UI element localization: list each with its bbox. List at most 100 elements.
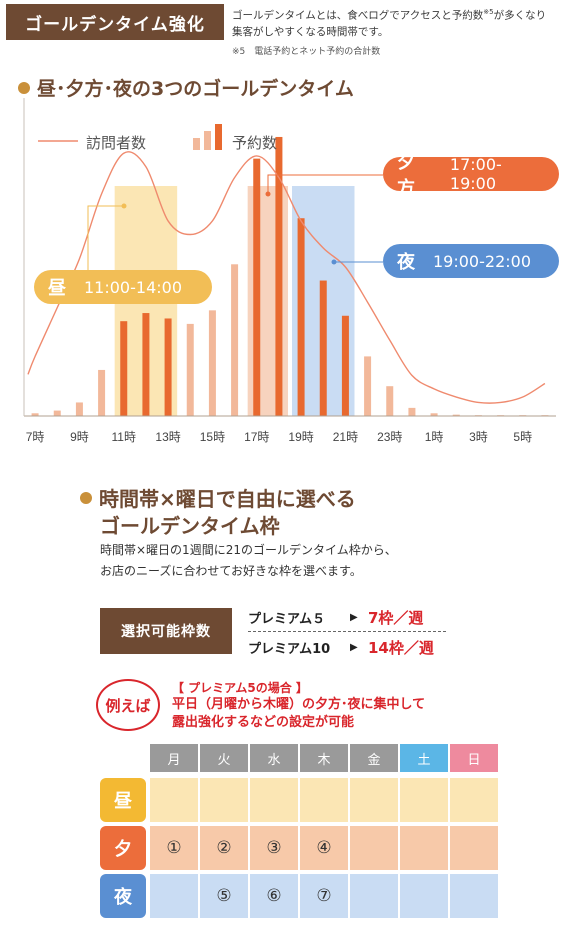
tick-label: 21時	[333, 430, 358, 444]
bar-18時	[275, 136, 283, 417]
tick-label: 15時	[200, 430, 225, 444]
slot-cell	[450, 778, 500, 822]
callout-hiru-time: 11:00-14:00	[84, 277, 182, 297]
bar-7時	[31, 413, 39, 416]
callout-hiru-name: 昼	[48, 278, 66, 299]
schedule-row-hiru	[150, 778, 500, 822]
day-wed: 水	[250, 744, 300, 772]
bar-11時	[120, 321, 128, 416]
callout-yugata-time: 17:00-19:00	[449, 155, 502, 193]
chart-legend: 訪問者数 予約数	[38, 124, 277, 152]
callout-yoru-time: 19:00-22:00	[433, 251, 531, 271]
legend-bar-swatch-2	[204, 131, 211, 150]
legend-bar-swatch-1	[193, 138, 200, 150]
row-label-yoru: 夜	[100, 874, 146, 918]
schedule-row-yugata: ① ② ③ ④	[150, 826, 500, 870]
bar-21時	[341, 315, 349, 416]
slot-cell	[450, 826, 500, 870]
section1-title-text: 昼･夕方･夜の3つのゴールデンタイム	[37, 78, 354, 100]
tick-label: 1時	[425, 430, 444, 444]
day-tue: 火	[200, 744, 250, 772]
legend-bar-swatch-3	[215, 124, 222, 150]
callout-hiru: 昼 11:00-14:00	[34, 270, 212, 304]
slot-cell: ②	[200, 826, 250, 870]
row-label-hiru: 昼	[100, 778, 146, 822]
plan-name: プレミアム10	[248, 641, 331, 657]
yoru-connector-dot	[331, 259, 337, 265]
slot-cell	[350, 778, 400, 822]
slot-cell: ⑤	[200, 874, 250, 918]
plan-name: プレミアム５	[248, 611, 326, 627]
slot-cell	[450, 874, 500, 918]
section2-desc-line1: 時間帯×曜日の1週間に21のゴールデンタイム枠から、	[100, 543, 397, 557]
bar-14時	[186, 323, 194, 416]
slot-cell	[300, 778, 350, 822]
callout-yugata-name: 夕方	[397, 152, 415, 199]
example-title: 【 プレミアム5の場合 】	[172, 681, 308, 695]
slot-cell	[200, 778, 250, 822]
tick-label: 9時	[70, 430, 89, 444]
desc-line1: ゴールデンタイムとは、食べログでアクセスと予約数	[232, 9, 484, 22]
tick-label: 5時	[513, 430, 532, 444]
example-text: 平日（月曜から木曜）の夕方･夜に集中して 露出強化するなどの設定が可能	[172, 696, 492, 732]
bar-23時	[386, 386, 394, 416]
legend-line-label: 訪問者数	[86, 135, 146, 152]
tick-label: 19時	[288, 430, 313, 444]
section2-desc-line2: お店のニーズに合わせてお好きな枠を選べます。	[100, 564, 362, 578]
triangle-right-icon: ▶	[350, 641, 358, 653]
row-label-yugata: 夕	[100, 826, 146, 870]
bar-17時	[253, 158, 261, 417]
callout-yoru: 夜 19:00-22:00	[383, 244, 559, 278]
tick-label: 13時	[155, 430, 180, 444]
yugata-connector-dot	[265, 191, 271, 197]
x-tick-labels: 7時 9時 11時 13時 15時 17時 19時 21時 23時 1時 3時 5時	[26, 430, 532, 444]
slot-cell: ③	[250, 826, 300, 870]
day-sat: 土	[400, 744, 450, 772]
bar-15時	[208, 310, 216, 416]
bar-10時	[98, 369, 106, 416]
tick-label: 17時	[244, 430, 269, 444]
callout-yoru-name: 夜	[397, 252, 415, 273]
tick-label: 3時	[469, 430, 488, 444]
slot-cell	[400, 826, 450, 870]
slot-cell	[400, 874, 450, 918]
desc-line1b: が多くなり	[493, 9, 547, 22]
example-line2: 露出強化するなどの設定が可能	[172, 715, 355, 730]
bullet-dot-icon	[18, 81, 30, 94]
section2-title-line2: ゴールデンタイム枠	[100, 514, 280, 538]
bar-12時	[142, 313, 150, 416]
bar-9時	[75, 402, 83, 416]
example-badge: 例えば	[96, 679, 160, 731]
day-thu: 木	[300, 744, 350, 772]
tick-label: 7時	[26, 430, 45, 444]
callout-yugata: 夕方 17:00-19:00	[383, 152, 559, 199]
slot-cell	[400, 778, 450, 822]
header-note: ※5 電話予約とネット予約の合計数	[232, 47, 381, 57]
golden-time-chart: 7時 9時 11時 13時 15時 17時 19時 21時 23時 1時 3時 5時 訪問者数 予約数	[23, 98, 556, 444]
slot-cell: ⑥	[250, 874, 300, 918]
header-description: ゴールデンタイムとは、食べログでアクセスと予約数※5が多くなり 集客がしやすくな…	[232, 4, 584, 40]
slot-cell	[150, 778, 200, 822]
plan-value: 7枠／週	[368, 608, 424, 627]
select-label: 選択可能枠数	[100, 608, 232, 654]
plan-row-premium5: プレミアム５ ▶ 7枠／週	[248, 606, 458, 628]
callout-connectors	[87, 174, 383, 286]
tick-label: 11時	[112, 430, 136, 444]
bar-19時	[297, 218, 305, 416]
schedule-row-yoru: ⑤ ⑥ ⑦	[150, 874, 500, 918]
hiru-connector	[87, 205, 124, 286]
day-mon: 月	[150, 744, 200, 772]
plan-value: 14枠／週	[368, 638, 434, 657]
example-line1: 平日（月曜から木曜）の夕方･夜に集中して	[172, 697, 426, 712]
bar-2時	[452, 414, 460, 416]
section1-title: 昼･夕方･夜の3つのゴールデンタイム	[18, 74, 354, 101]
section2-description: 時間帯×曜日の1週間に21のゴールデンタイム枠から、 お店のニーズに合わせてお好…	[100, 540, 397, 582]
hiru-connector-dot	[121, 203, 127, 209]
slot-cell	[350, 874, 400, 918]
section2-title-line1: 時間帯×曜日で自由に選べる	[99, 487, 356, 511]
slot-cell: ①	[150, 826, 200, 870]
triangle-right-icon: ▶	[350, 611, 358, 623]
bullet-dot-icon	[80, 491, 92, 504]
desc-line2: 集客がしやすくなる時間帯です。	[232, 25, 389, 38]
plan-row-premium10: プレミアム10 ▶ 14枠／週	[248, 636, 458, 658]
